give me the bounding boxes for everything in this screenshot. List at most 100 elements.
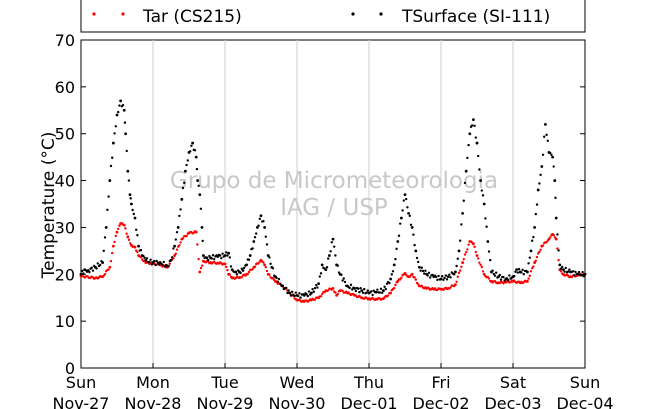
data-point-s0-378 [534, 259, 537, 262]
legend-frame [80, 0, 586, 33]
data-point-s1-75 [167, 265, 170, 268]
data-point-s0-307 [449, 286, 452, 289]
data-point-s1-82 [175, 231, 179, 234]
x-tick-day-6: Sat [500, 373, 526, 392]
data-point-s1-10 [91, 269, 95, 272]
data-point-s1-13 [95, 267, 98, 270]
data-point-s1-354 [499, 278, 503, 281]
data-point-s1-377 [527, 262, 530, 265]
data-point-s1-230 [351, 288, 354, 291]
data-point-s1-411 [567, 270, 570, 273]
x-tick-day-0: Sun [66, 373, 96, 392]
data-point-s1-7 [88, 270, 91, 274]
data-point-s1-304 [439, 277, 443, 281]
y-tick-label-0: 0 [65, 359, 75, 378]
data-point-s0-217 [341, 289, 344, 293]
data-point-s1-255 [381, 291, 384, 295]
data-point-s1-277 [407, 211, 410, 215]
data-point-s1-125 [225, 251, 228, 254]
x-tick-date-2: Nov-29 [197, 394, 254, 409]
data-point-s0-316 [460, 265, 463, 268]
data-point-s1-41 [127, 179, 131, 182]
data-point-s0-87 [185, 234, 188, 238]
data-point-s1-88 [183, 181, 186, 185]
data-point-s1-349 [493, 274, 497, 277]
data-point-s1-129 [229, 265, 233, 268]
data-point-s0-22 [107, 268, 110, 271]
data-point-s0-120 [225, 265, 228, 269]
data-point-s0-261 [394, 283, 397, 287]
data-point-s1-238 [360, 289, 364, 293]
data-point-s0-19 [103, 273, 107, 276]
data-point-s1-330 [471, 124, 474, 127]
data-point-s1-385 [536, 188, 540, 192]
data-point-s1-286 [418, 265, 421, 269]
data-point-s1-89 [184, 169, 187, 173]
data-point-s1-395 [549, 151, 552, 155]
data-point-s1-128 [228, 256, 231, 259]
data-point-s1-127 [227, 251, 231, 255]
data-point-s1-348 [492, 272, 495, 276]
data-point-s0-371 [526, 279, 529, 283]
data-point-s0-38 [126, 235, 130, 239]
data-point-s1-130 [230, 268, 234, 271]
data-point-s0-36 [124, 227, 127, 230]
data-point-s1-145 [248, 254, 252, 257]
data-point-s0-373 [528, 274, 531, 278]
data-point-s1-327 [467, 143, 470, 147]
data-point-s1-284 [415, 256, 419, 260]
data-point-s1-32 [118, 104, 121, 107]
data-point-s1-83 [176, 226, 180, 229]
data-point-s0-387 [545, 241, 548, 244]
watermark: Grupo de Micrometeorologia IAG / USP [170, 168, 498, 221]
x-tick-day-5: Fri [431, 373, 450, 392]
data-point-s1-185 [297, 294, 300, 298]
data-point-s1-372 [521, 268, 524, 272]
data-point-s1-183 [294, 291, 297, 294]
data-point-s1-196 [310, 291, 313, 295]
data-point-s1-373 [522, 272, 525, 276]
data-point-s0-395 [554, 237, 558, 241]
x-tick-date-4: Dec-01 [340, 394, 397, 409]
data-point-s1-215 [333, 245, 336, 248]
data-point-s1-337 [479, 179, 482, 182]
data-point-s1-179 [289, 294, 293, 297]
data-point-s1-66 [156, 261, 159, 264]
data-point-s1-396 [550, 153, 553, 156]
data-point-s1-400 [554, 196, 557, 200]
data-point-s1-97 [193, 149, 197, 152]
data-point-s1-274 [403, 193, 407, 197]
data-point-s1-407 [562, 268, 565, 271]
data-point-s0-255 [387, 294, 390, 297]
data-point-s1-253 [378, 291, 381, 294]
data-point-s1-235 [357, 287, 360, 290]
data-point-s0-98 [198, 270, 202, 274]
data-point-s0-332 [479, 263, 482, 267]
y-tick-label-4: 40 [55, 172, 75, 191]
data-point-s0-199 [319, 295, 323, 298]
data-point-s0-209 [331, 286, 335, 290]
data-point-s0-200 [321, 292, 324, 296]
data-point-s1-417 [574, 270, 577, 273]
data-point-s1-14 [96, 262, 100, 265]
data-point-s1-42 [128, 193, 132, 197]
data-point-s1-233 [354, 289, 357, 293]
legend: Tar (CS215) TSurface (SI-111) [80, 0, 586, 33]
data-point-s1-78 [171, 256, 174, 259]
data-point-s1-243 [366, 289, 369, 292]
data-point-s0-265 [399, 278, 402, 281]
data-point-s1-48 [135, 228, 138, 231]
data-point-s1-134 [235, 273, 239, 276]
data-point-s1-293 [426, 274, 429, 277]
data-point-s1-149 [253, 236, 257, 239]
data-point-s0-317 [461, 261, 464, 264]
data-point-s1-91 [186, 159, 189, 162]
data-point-s0-322 [467, 243, 470, 246]
data-point-s1-316 [454, 270, 457, 274]
data-point-s1-63 [153, 259, 156, 263]
data-point-s1-139 [241, 269, 245, 272]
data-point-s1-104 [200, 226, 204, 229]
data-point-s1-95 [191, 141, 195, 145]
data-point-s1-344 [487, 250, 491, 253]
data-point-s0-389 [547, 237, 551, 241]
